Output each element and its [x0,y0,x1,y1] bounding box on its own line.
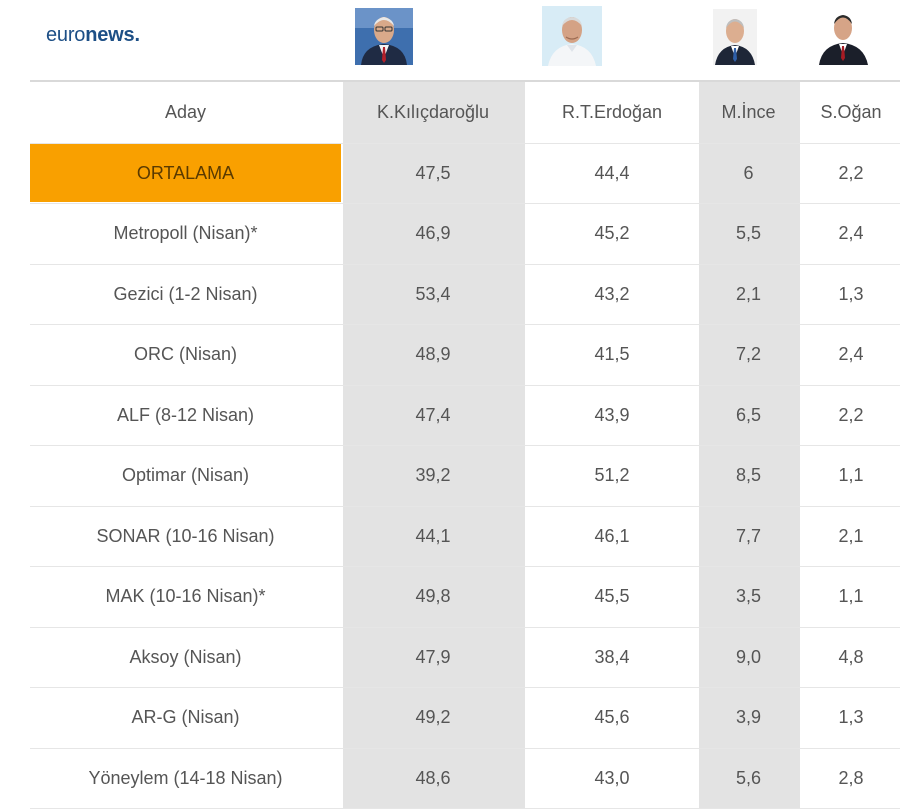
table-cell: 48,6 [415,767,451,788]
row-divider [30,324,900,325]
row-label: Gezici (1-2 Nisan) [113,283,258,304]
row-label: Optimar (Nisan) [121,464,250,485]
table-cell: 2,2 [838,404,864,425]
table-cell: 7,7 [735,525,762,546]
column-header: Aday [164,101,207,122]
row-divider [30,748,900,749]
table-cell: 2,1 [735,283,762,304]
row-label: ALF (8-12 Nisan) [116,404,255,425]
column-header: S.Oğan [820,101,882,122]
table-cell: 44,1 [415,525,451,546]
table-cell: 47,5 [415,162,451,183]
row-divider [30,687,900,688]
table-cell: 43,0 [594,767,630,788]
column-header: R.T.Erdoğan [561,101,663,122]
row-label: ORTALAMA [136,162,235,183]
row-divider [30,627,900,628]
table-cell: 43,9 [594,404,630,425]
row-label: MAK (10-16 Nisan)* [105,585,266,606]
table-cell: 46,9 [415,222,451,243]
row-divider [30,264,900,265]
table-cell: 49,2 [415,706,451,727]
logo-bold-text: news [85,24,135,46]
row-label: AR-G (Nisan) [131,706,240,727]
table-cell: 2,2 [838,162,864,183]
table-cell: 38,4 [594,646,630,667]
row-divider [30,506,900,507]
row-divider [30,143,900,144]
average-row-highlight [30,143,341,202]
table-cell: 44,4 [594,162,630,183]
table-cell: 45,6 [594,706,630,727]
candidate-photo-ogan [815,7,872,65]
table-cell: 3,5 [735,585,762,606]
logo-light-text: euro [46,24,86,46]
row-divider [30,566,900,567]
euronews-logo: euronews. [46,24,140,47]
row-label: ORC (Nisan) [133,343,237,364]
table-cell: 51,2 [594,464,630,485]
table-cell: 2,4 [838,222,864,243]
table-cell: 45,2 [594,222,630,243]
table-cell: 3,9 [735,706,762,727]
candidate-photo-erdogan [542,6,602,66]
table-cell: 2,8 [838,767,864,788]
table-cell: 1,1 [838,585,864,606]
table-cell: 6,5 [735,404,762,425]
table-cell: 48,9 [415,343,451,364]
candidate-photo-kilicdaroglu [355,8,413,65]
logo-dot: . [134,24,140,46]
table-cell: 53,4 [415,283,451,304]
table-cell: 2,1 [838,525,864,546]
column-header: K.Kılıçdaroğlu [376,101,490,122]
table-cell: 41,5 [594,343,630,364]
table-cell: 2,4 [838,343,864,364]
table-cell: 1,1 [838,464,864,485]
table-cell: 9,0 [735,646,762,667]
table-cell: 47,9 [415,646,451,667]
column-header: M.İnce [721,101,776,122]
table-cell: 39,2 [415,464,451,485]
table-cell: 47,4 [415,404,451,425]
row-label: Aksoy (Nisan) [129,646,242,667]
table-cell: 1,3 [838,706,864,727]
row-divider [30,203,900,204]
row-divider [30,445,900,446]
table-cell: 7,2 [735,343,762,364]
table-cell: 8,5 [735,464,762,485]
row-label: Metropoll (Nisan)* [113,222,258,243]
table-cell: 45,5 [594,585,630,606]
table-top-border [30,80,900,82]
row-divider [30,385,900,386]
table-cell: 6 [743,162,754,183]
table-cell: 1,3 [838,283,864,304]
row-label: SONAR (10-16 Nisan) [96,525,275,546]
table-cell: 5,5 [735,222,762,243]
row-label: Yöneylem (14-18 Nisan) [88,767,283,788]
table-cell: 5,6 [735,767,762,788]
table-cell: 43,2 [594,283,630,304]
table-cell: 49,8 [415,585,451,606]
candidate-photo-ince [713,9,757,65]
table-cell: 46,1 [594,525,630,546]
table-cell: 4,8 [838,646,864,667]
